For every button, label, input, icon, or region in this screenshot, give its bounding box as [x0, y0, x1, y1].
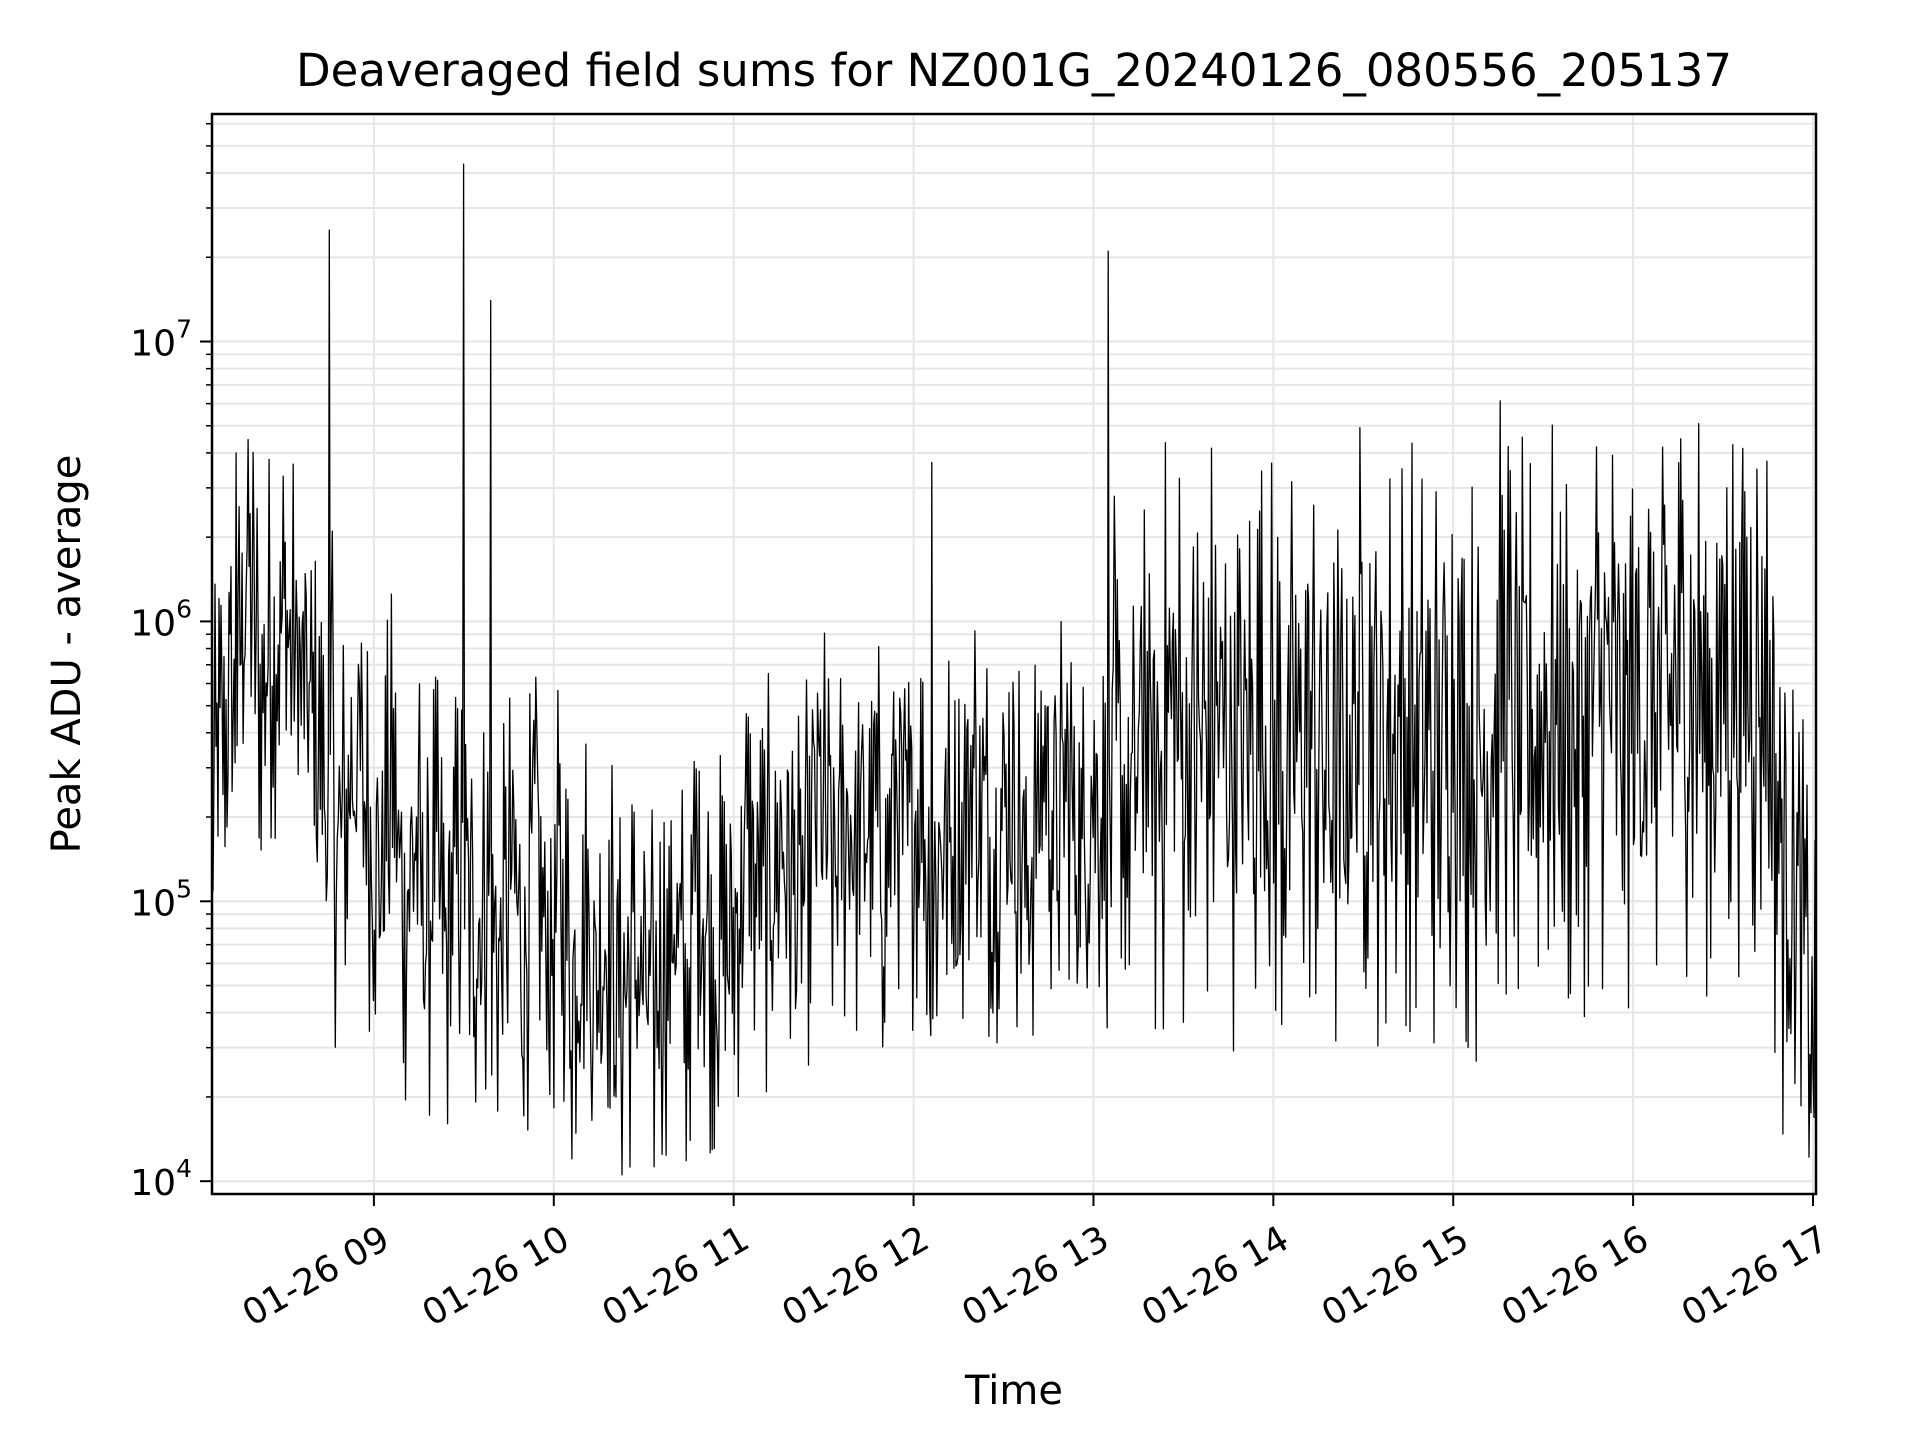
plot-area [211, 163, 1816, 1176]
x-tick-label: 01-26 17 [1675, 1218, 1836, 1334]
x-tick-label: 01-26 15 [1315, 1218, 1476, 1334]
y-axis-label: Peak ADU - average [44, 455, 90, 854]
y-tick-label: 105 [130, 874, 192, 924]
x-tick-label: 01-26 09 [236, 1218, 397, 1334]
x-tick-label: 01-26 13 [955, 1218, 1116, 1334]
y-tick-label: 107 [130, 315, 192, 365]
x-tick-label: 01-26 11 [596, 1218, 757, 1334]
y-tick-label: 104 [130, 1154, 192, 1204]
x-tick-label: 01-26 12 [775, 1218, 936, 1334]
y-tick-label: 106 [130, 594, 192, 644]
x-axis-label: Time [964, 1368, 1063, 1414]
axes-frame [210, 112, 1818, 1196]
y-axis-ticks: 104 105 106 107 [130, 122, 212, 1204]
data-series-line [211, 163, 1816, 1176]
x-tick-label: 01-26 14 [1135, 1218, 1296, 1334]
x-tick-label: 01-26 10 [416, 1218, 577, 1334]
x-tick-label: 01-26 16 [1495, 1218, 1656, 1334]
chart-title: Deaveraged field sums for NZ001G_2024012… [296, 44, 1732, 97]
minor-grid [212, 122, 1816, 1183]
x-axis-ticks: 01-26 09 01-26 10 01-26 11 01-26 12 01-26 13… [236, 1194, 1836, 1335]
major-grid [212, 114, 1816, 1194]
